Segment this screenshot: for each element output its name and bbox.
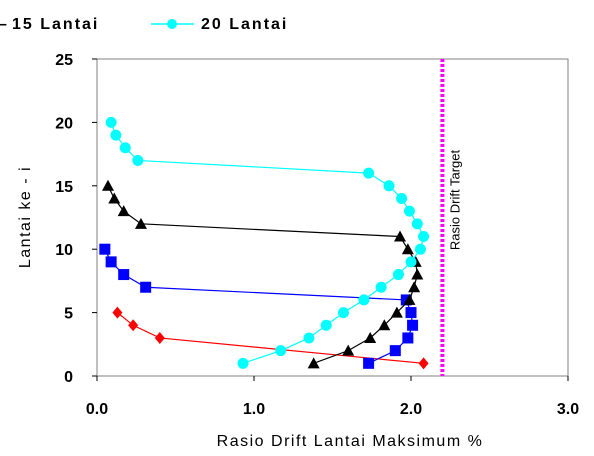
x-tick-label: 3.0 xyxy=(557,401,579,418)
data-point xyxy=(401,243,414,255)
data-point xyxy=(418,231,430,243)
data-point xyxy=(108,192,121,204)
x-axis: 0.0 1.0 2.0 3.0 xyxy=(86,376,579,418)
series-2 xyxy=(101,179,424,369)
x-tick-label: 1.0 xyxy=(243,401,265,418)
y-axis: 0 5 10 15 20 25 xyxy=(55,52,97,386)
data-point xyxy=(402,332,414,344)
data-point xyxy=(403,205,415,217)
target-drift-label: Rasio Drift Target xyxy=(447,150,462,251)
data-point xyxy=(117,205,130,217)
data-point xyxy=(99,243,111,255)
legend: – 15 Lantai 20 Lantai xyxy=(0,16,288,33)
series-0 xyxy=(112,306,429,370)
data-point xyxy=(405,256,417,268)
data-point xyxy=(119,142,131,154)
data-point xyxy=(358,294,370,306)
plot-area xyxy=(96,58,569,377)
data-point xyxy=(105,256,117,268)
data-point xyxy=(396,192,408,204)
data-point xyxy=(342,344,355,356)
legend-label-15-lantai: 15 Lantai xyxy=(12,16,99,33)
data-point xyxy=(337,307,349,319)
data-point xyxy=(307,357,320,369)
y-tick-label: 10 xyxy=(55,242,73,259)
series-line xyxy=(104,248,414,364)
data-point xyxy=(418,357,429,370)
data-point xyxy=(363,167,375,179)
data-point xyxy=(394,230,407,242)
legend-label-20-lantai: 20 Lantai xyxy=(201,16,288,33)
y-tick-label: 25 xyxy=(55,52,73,69)
data-point xyxy=(411,268,424,280)
data-point xyxy=(407,319,419,331)
data-point xyxy=(110,129,122,141)
data-point xyxy=(411,218,423,230)
x-tick-label: 0.0 xyxy=(86,401,108,418)
data-point xyxy=(390,306,403,318)
data-point xyxy=(237,357,249,369)
data-point xyxy=(101,179,114,191)
data-point xyxy=(408,281,421,293)
data-point xyxy=(105,116,117,128)
series-line xyxy=(117,312,424,364)
y-tick-label: 20 xyxy=(55,115,73,132)
data-point xyxy=(405,307,417,319)
data-point xyxy=(303,332,315,344)
y-axis-title: Lantai ke - i xyxy=(17,166,34,268)
y-tick-label: 5 xyxy=(64,306,73,323)
series-layer xyxy=(99,116,430,370)
data-point xyxy=(128,319,139,332)
legend-marker-20-lantai xyxy=(167,19,177,29)
x-axis-title: Rasio Drift Lantai Maksimum % xyxy=(217,433,484,450)
series-3 xyxy=(105,116,430,369)
y-tick-label: 0 xyxy=(64,369,73,386)
data-point xyxy=(134,217,147,229)
data-point xyxy=(112,306,123,319)
data-point xyxy=(383,180,395,192)
legend-dash: – xyxy=(0,16,9,33)
data-point xyxy=(364,331,377,343)
data-point xyxy=(132,154,144,166)
data-point xyxy=(414,243,426,255)
data-point xyxy=(392,269,404,281)
data-point xyxy=(140,281,152,293)
y-tick-label: 15 xyxy=(55,179,73,196)
data-point xyxy=(375,281,387,293)
data-point xyxy=(389,345,401,357)
x-tick-label: 2.0 xyxy=(400,401,422,418)
data-point xyxy=(378,319,391,331)
data-point xyxy=(363,357,375,369)
data-point xyxy=(154,331,165,344)
data-point xyxy=(320,319,332,331)
data-point xyxy=(118,269,130,281)
data-point xyxy=(275,345,287,357)
data-point xyxy=(403,293,416,305)
